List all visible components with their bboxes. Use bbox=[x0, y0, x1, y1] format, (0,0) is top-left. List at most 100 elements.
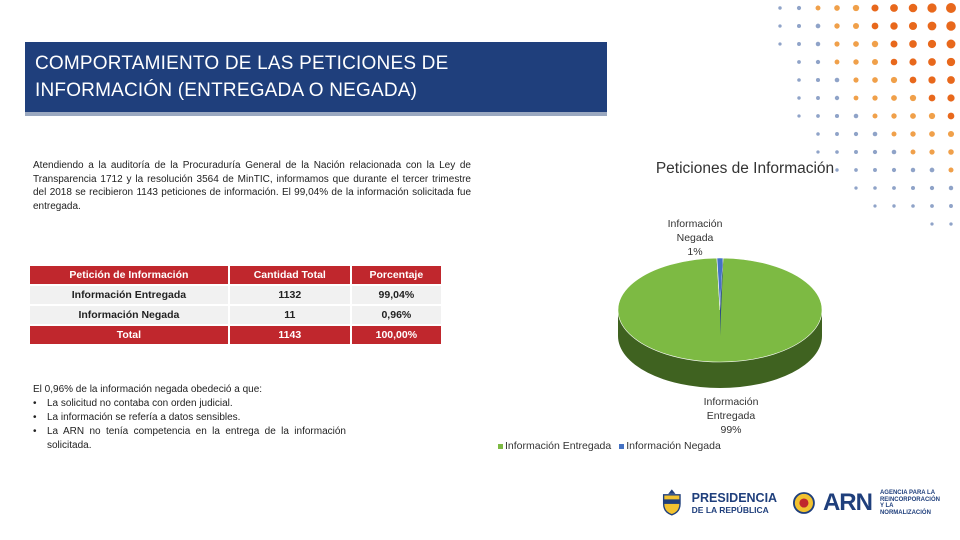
pie-slice-negada-wall bbox=[720, 258, 724, 336]
decorative-dot bbox=[872, 149, 878, 155]
decorative-dot bbox=[852, 22, 860, 30]
decorative-dot bbox=[816, 132, 820, 136]
decorative-dot bbox=[948, 167, 954, 173]
data-label-entregada: Información Entregada 99% bbox=[703, 396, 759, 436]
decorative-dot bbox=[797, 114, 801, 118]
decorative-dot bbox=[928, 76, 936, 84]
table-total-row: Total 1143 100,00% bbox=[30, 326, 441, 344]
petitions-table: Petición de Información Cantidad Total P… bbox=[28, 264, 443, 346]
decorative-dot bbox=[873, 186, 877, 190]
decorative-dot bbox=[854, 150, 858, 154]
decorative-dot bbox=[835, 132, 839, 136]
decorative-dot bbox=[929, 131, 935, 137]
decorative-dot bbox=[947, 112, 955, 120]
decorative-dot bbox=[929, 167, 935, 173]
notes-block: El 0,96% de la información negada obedec… bbox=[33, 383, 346, 453]
table-row: Información Negada 11 0,96% bbox=[30, 306, 441, 324]
decorative-dot bbox=[927, 3, 937, 13]
decorative-dot bbox=[908, 3, 918, 13]
decorative-dot bbox=[946, 57, 956, 67]
decorative-dot bbox=[797, 42, 801, 46]
decorative-dot bbox=[853, 59, 859, 65]
decorative-dot bbox=[834, 41, 840, 47]
pie-chart bbox=[617, 257, 823, 388]
decorative-dot bbox=[853, 95, 859, 101]
decorative-dot bbox=[852, 4, 860, 12]
table-cell: 100,00% bbox=[351, 326, 441, 344]
table-header-cell: Petición de Información bbox=[30, 266, 228, 284]
decorative-dot bbox=[871, 22, 879, 30]
decorative-dot bbox=[910, 113, 916, 119]
table-cell: 0,96% bbox=[351, 306, 441, 324]
decorative-dot bbox=[871, 4, 879, 12]
notes-intro: El 0,96% de la información negada obedec… bbox=[33, 384, 263, 395]
decorative-dot bbox=[815, 41, 821, 47]
list-item: La solicitud no contaba con orden judici… bbox=[33, 397, 346, 411]
table-cell: Información Negada bbox=[30, 306, 228, 324]
decorative-dot bbox=[890, 22, 898, 30]
page-title-line-2: INFORMACIÓN (ENTREGADA O NEGADA) bbox=[35, 80, 418, 101]
decorative-dot bbox=[927, 39, 937, 49]
decorative-dot bbox=[854, 186, 858, 190]
legend-label: Información Entregada bbox=[505, 440, 612, 452]
decorative-dot bbox=[910, 167, 916, 173]
decorative-dot bbox=[947, 94, 955, 102]
data-label-negada: Información Negada 1% bbox=[667, 218, 723, 258]
table-header-cell: Porcentaje bbox=[351, 266, 441, 284]
page-title-line-1: COMPORTAMIENTO DE LAS PETICIONES DE bbox=[35, 53, 449, 74]
decorative-dot bbox=[835, 168, 839, 172]
table-cell: Total bbox=[30, 326, 228, 344]
decorative-dot bbox=[872, 131, 878, 137]
decorative-dot bbox=[929, 185, 935, 191]
decorative-dot bbox=[890, 4, 898, 12]
legend-item: Información Negada bbox=[619, 440, 721, 452]
decorative-dot bbox=[796, 5, 802, 11]
decorative-dot bbox=[872, 113, 878, 119]
decorative-dot bbox=[797, 78, 801, 82]
pie-slice-negada bbox=[716, 257, 724, 311]
pie-slice-side bbox=[618, 310, 822, 388]
decorative-dot bbox=[796, 23, 802, 29]
decorative-dot bbox=[778, 6, 782, 10]
decorative-dot bbox=[949, 204, 953, 208]
table-cell: 1143 bbox=[229, 326, 350, 344]
decorative-dot bbox=[929, 149, 935, 155]
chart-legend: Información Entregada Información Negada bbox=[498, 440, 721, 452]
decorative-dot bbox=[910, 149, 916, 155]
decorative-dot bbox=[890, 58, 898, 66]
decorative-dot bbox=[891, 167, 897, 173]
arn-logo-text: ARN bbox=[822, 489, 873, 516]
decorative-dot bbox=[873, 204, 877, 208]
coat-of-arms-icon bbox=[662, 489, 681, 516]
page-title: COMPORTAMIENTO DE LAS PETICIONES DE INFO… bbox=[25, 42, 607, 116]
legend-label: Información Negada bbox=[626, 440, 721, 452]
decorative-dot bbox=[908, 21, 918, 31]
decorative-dot bbox=[834, 113, 840, 119]
decorative-dot bbox=[835, 150, 839, 154]
decorative-dot bbox=[834, 23, 840, 29]
decorative-dot bbox=[871, 58, 879, 66]
decorative-dot bbox=[891, 95, 897, 101]
decorative-dot bbox=[797, 60, 801, 64]
table-cell: 1132 bbox=[229, 286, 350, 304]
decorative-dot bbox=[890, 40, 898, 48]
decorative-dot bbox=[891, 149, 897, 155]
decorative-dot bbox=[892, 204, 896, 208]
decorative-dot bbox=[930, 204, 934, 208]
decorative-dot bbox=[797, 96, 801, 100]
decorative-dot bbox=[909, 76, 917, 84]
table-cell: Información Entregada bbox=[30, 286, 228, 304]
decorative-dot bbox=[928, 112, 936, 120]
decorative-dot bbox=[947, 76, 955, 84]
decorative-dot bbox=[778, 24, 782, 28]
decorative-dot bbox=[891, 113, 897, 119]
decorative-dot bbox=[816, 114, 820, 118]
decorative-dot bbox=[854, 168, 858, 172]
decorative-dot bbox=[910, 185, 916, 191]
list-item: La información se refería a datos sensib… bbox=[33, 411, 346, 425]
list-item: La ARN no tenía competencia en la entreg… bbox=[33, 425, 346, 453]
decorative-dot bbox=[816, 96, 820, 100]
decorative-dot bbox=[948, 185, 954, 191]
decorative-dot bbox=[872, 77, 878, 83]
decorative-dot bbox=[909, 58, 917, 66]
